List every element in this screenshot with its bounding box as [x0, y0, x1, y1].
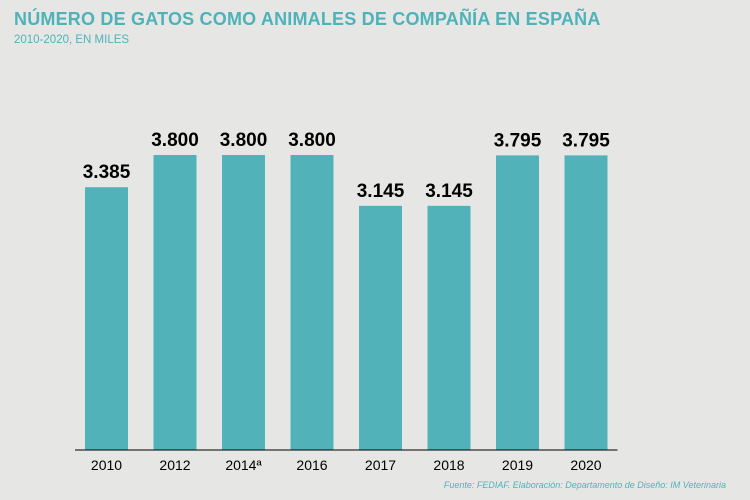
value-label-2012: 3.800 — [151, 130, 199, 151]
value-label-2019: 3.795 — [494, 130, 542, 151]
x-tick-labels-group: 2010 2012 2014ª 2016 2017 2018 2019 2020 — [91, 457, 602, 473]
bar-2012 — [153, 155, 197, 450]
bars-group — [85, 155, 608, 450]
bar-2020 — [564, 155, 608, 450]
value-label-2018: 3.145 — [425, 181, 473, 202]
value-label-2016: 3.800 — [288, 130, 336, 151]
chart-subtitle: 2010-2020, EN MILES — [14, 34, 130, 46]
x-tick-label-2010: 2010 — [91, 457, 122, 473]
bar-2018 — [427, 205, 471, 450]
bar-2016 — [290, 155, 334, 450]
value-label-2014ª: 3.800 — [220, 130, 268, 151]
x-tick-label-2014ª: 2014ª — [225, 457, 262, 473]
bar-2017 — [359, 205, 402, 450]
x-tick-label-2016: 2016 — [296, 457, 327, 473]
value-label-2010: 3.385 — [83, 162, 131, 183]
x-tick-label-2012: 2012 — [159, 457, 190, 473]
bar-2014ª — [222, 155, 265, 450]
x-tick-label-2018: 2018 — [433, 457, 464, 473]
value-label-2020: 3.795 — [562, 130, 610, 151]
value-label-2017: 3.145 — [357, 181, 405, 202]
x-tick-label-2017: 2017 — [365, 457, 396, 473]
x-tick-label-2020: 2020 — [570, 457, 601, 473]
chart-title: NÚMERO DE GATOS COMO ANIMALES DE COMPAÑÍ… — [14, 9, 601, 29]
bar-2010 — [85, 187, 128, 450]
x-tick-label-2019: 2019 — [502, 457, 533, 473]
source-note: Fuente: FEDIAF. Elaboración: Departament… — [443, 480, 726, 490]
bar-2019 — [496, 155, 539, 450]
value-labels-group: 3.385 3.800 3.800 3.800 3.145 3.145 3.795 3.795 — [83, 130, 610, 202]
